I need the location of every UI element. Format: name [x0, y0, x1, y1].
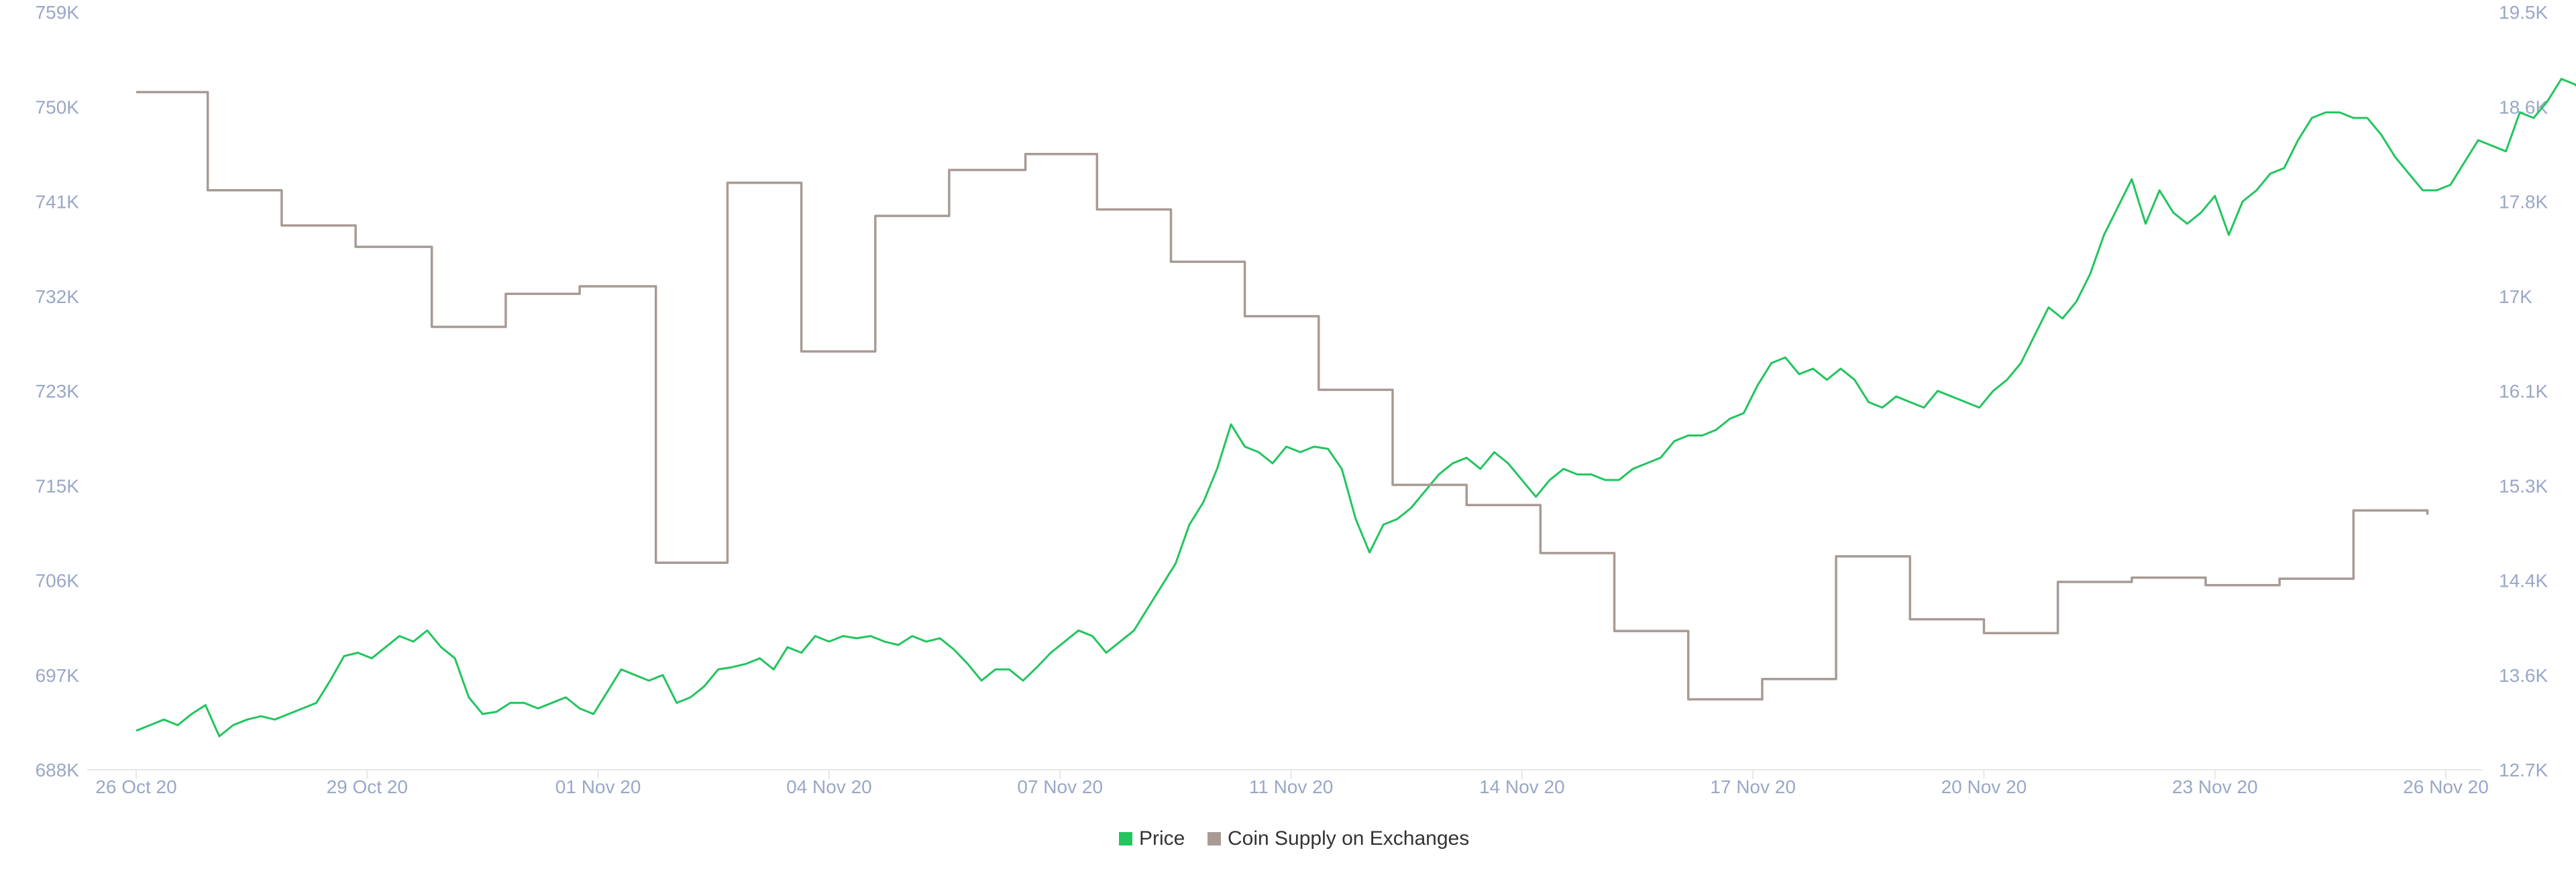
y-left-tick-label: 706K — [36, 571, 80, 591]
y-left-tick-label: 741K — [36, 192, 80, 213]
x-tick-label: 01 Nov 20 — [555, 776, 641, 797]
x-tick-label: 23 Nov 20 — [2172, 776, 2258, 797]
y-right-tick-label: 17K — [2499, 286, 2532, 307]
y-left-tick-label: 715K — [36, 475, 80, 496]
y-right-tick-label: 17.8K — [2499, 192, 2548, 213]
x-tick-label: 26 Oct 20 — [95, 776, 176, 797]
y-left-tick-label: 759K — [36, 2, 80, 23]
x-tick-label: 04 Nov 20 — [786, 776, 872, 797]
series-line-coin-supply — [136, 91, 2429, 701]
series-layer — [136, 78, 2576, 738]
x-tick-label: 14 Nov 20 — [1479, 776, 1565, 797]
legend-price-swatch — [1119, 832, 1132, 845]
y-right-tick-label: 12.7K — [2499, 760, 2548, 780]
y-right-tick-label: 13.6K — [2499, 665, 2548, 686]
x-tick-label: 26 Nov 20 — [2403, 776, 2489, 797]
x-tick-label: 07 Nov 20 — [1017, 776, 1103, 797]
y-right-tick-label: 19.5K — [2499, 2, 2548, 23]
legend-supply-swatch — [1208, 832, 1221, 845]
x-tick-label: 29 Oct 20 — [327, 776, 408, 797]
x-tick-label: 11 Nov 20 — [1249, 776, 1334, 797]
legend-price-label: Price — [1139, 827, 1185, 850]
x-tick-label: 20 Nov 20 — [1941, 776, 2027, 797]
x-tick-label: 17 Nov 20 — [1710, 776, 1796, 797]
y-right-tick-label: 14.4K — [2499, 571, 2548, 591]
legend: Price Coin Supply on Exchanges — [1119, 827, 1469, 850]
y-right-tick-label: 15.3K — [2499, 475, 2548, 496]
axes-group: 688K 697K 706K 715K 723K 732K 741K 750K 759K 12.7… — [36, 2, 2548, 797]
y-left-tick-label: 697K — [36, 665, 80, 686]
y-left-tick-label: 688K — [36, 760, 80, 780]
y-left-tick-label: 723K — [36, 381, 80, 402]
y-right-tick-label: 16.1K — [2499, 381, 2548, 402]
y-left-tick-label: 732K — [36, 286, 80, 307]
series-line-price — [136, 78, 2576, 738]
legend-supply-label: Coin Supply on Exchanges — [1228, 827, 1469, 850]
y-left-tick-label: 750K — [36, 97, 80, 117]
